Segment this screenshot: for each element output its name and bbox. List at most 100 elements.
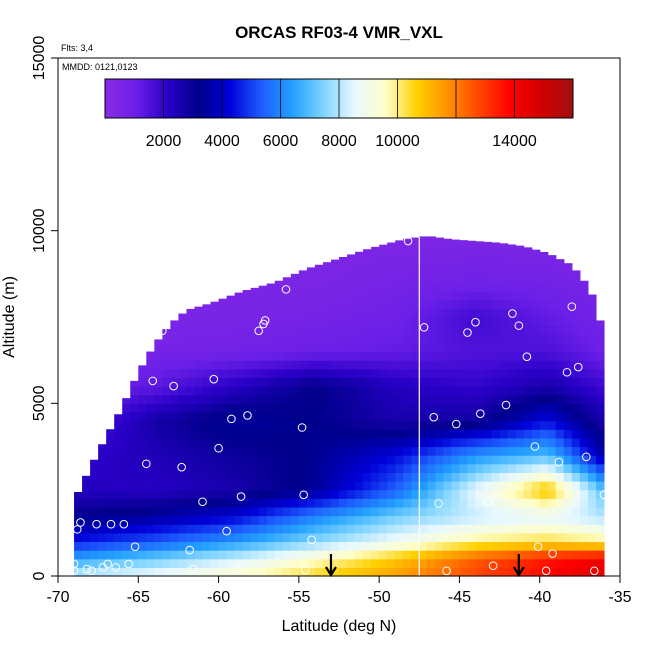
heatmap-cell — [82, 524, 91, 534]
heatmap-cell — [467, 282, 477, 292]
observation-point — [169, 381, 178, 391]
heatmap-cell — [435, 394, 444, 404]
heatmap-cell — [547, 455, 557, 465]
heatmap-cell — [547, 472, 557, 482]
heatmap-cell — [258, 377, 268, 387]
heatmap-cell — [563, 429, 573, 439]
heatmap-cell — [234, 403, 244, 413]
colorbar-strip — [440, 79, 443, 118]
heatmap-cell — [499, 550, 509, 560]
heatmap-cell — [355, 299, 364, 309]
colorbar-strip — [225, 79, 229, 118]
observation-point — [124, 559, 133, 569]
heatmap-cell — [371, 360, 380, 370]
heatmap-cell — [170, 567, 180, 577]
heatmap-cell — [395, 403, 404, 413]
heatmap-cell — [595, 446, 605, 456]
heatmap-cell — [507, 317, 517, 327]
heatmap-cell — [82, 506, 91, 517]
heatmap-cell — [459, 282, 469, 292]
heatmap-cell — [355, 532, 364, 543]
heatmap-cell — [146, 429, 155, 439]
heatmap-cell — [210, 429, 220, 439]
heatmap-cell — [234, 489, 244, 499]
heatmap-cell — [563, 386, 573, 396]
heatmap-cell — [186, 506, 196, 517]
colorbar-strip — [124, 79, 127, 118]
heatmap-cell — [587, 481, 597, 491]
heatmap-cell — [419, 472, 428, 482]
colorbar-strip — [161, 79, 164, 118]
heatmap-cell — [419, 351, 428, 361]
heatmap-cell — [314, 325, 324, 335]
heatmap-cell — [371, 498, 380, 508]
heatmap-cell — [395, 299, 404, 309]
heatmap-cell — [387, 515, 396, 525]
heatmap-cell — [363, 403, 372, 413]
heatmap-cell — [427, 351, 436, 361]
heatmap-cell — [379, 481, 388, 491]
heatmap-cell — [459, 481, 469, 491]
heatmap-cell — [371, 515, 380, 525]
heatmap-cell — [587, 325, 597, 335]
heatmap-cell — [234, 394, 244, 404]
heatmap-cell — [194, 532, 204, 543]
heatmap-cell — [419, 247, 428, 258]
heatmap-cell — [459, 524, 469, 534]
heatmap-cell — [443, 239, 452, 249]
heatmap-cell — [443, 541, 452, 551]
heatmap-cell — [210, 403, 220, 413]
heatmap-cell — [483, 429, 493, 439]
heatmap-cell — [507, 299, 517, 309]
heatmap-cell — [210, 506, 220, 517]
heatmap-cell — [306, 532, 316, 543]
colorbar-strip — [479, 79, 482, 118]
heatmap-cell — [499, 265, 509, 275]
heatmap-cell — [266, 446, 276, 456]
heatmap-cell — [419, 368, 428, 379]
heatmap-cell — [266, 386, 276, 396]
heatmap-cell — [587, 472, 597, 482]
heatmap-cell — [210, 498, 220, 508]
colorbar-strip — [535, 79, 539, 118]
heatmap-cell — [523, 377, 533, 387]
colorbar-strip — [399, 79, 402, 118]
heatmap-cell — [170, 524, 180, 534]
heatmap-cell — [154, 558, 163, 568]
heatmap-cell — [330, 342, 340, 353]
heatmap-cell — [371, 446, 380, 456]
heatmap-cell — [427, 446, 436, 456]
heatmap-cell — [154, 524, 163, 534]
heatmap-cell — [363, 532, 372, 543]
heatmap-cell — [130, 429, 139, 439]
heatmap-cell — [419, 342, 428, 353]
heatmap-cell — [306, 429, 316, 439]
heatmap-cell — [339, 273, 348, 284]
heatmap-cell — [266, 498, 276, 508]
heatmap-cell — [595, 325, 605, 335]
heatmap-cell — [491, 265, 501, 275]
heatmap-cell — [539, 282, 549, 292]
heatmap-cell — [467, 265, 477, 275]
heatmap-cell — [194, 558, 204, 568]
colorbar-strip — [130, 79, 133, 118]
heatmap-cell — [162, 524, 171, 534]
heatmap-cell — [114, 437, 123, 448]
heatmap-cell — [347, 308, 356, 318]
colorbar-strip — [516, 79, 519, 118]
heatmap-cell — [483, 394, 493, 404]
heatmap-cell — [226, 394, 236, 404]
heatmap-cell — [547, 515, 557, 525]
heatmap-cell — [282, 403, 292, 413]
heatmap-cell — [130, 446, 139, 456]
heatmap-cell — [258, 403, 268, 413]
heatmap-cell — [355, 455, 364, 465]
heatmap-cell — [314, 394, 324, 404]
heatmap-cell — [258, 429, 268, 439]
heatmap-cell — [387, 273, 396, 284]
heatmap-cell — [499, 291, 509, 301]
heatmap-cell — [555, 360, 565, 370]
heatmap-cell — [499, 243, 509, 249]
heatmap-cell — [419, 377, 428, 387]
heatmap-cell — [531, 386, 541, 396]
